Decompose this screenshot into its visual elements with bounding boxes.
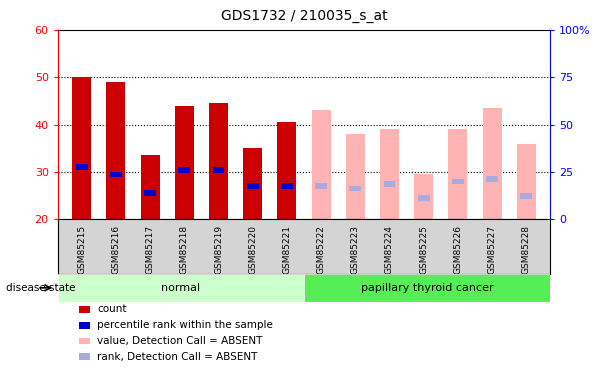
Bar bbox=[346, 134, 365, 219]
Bar bbox=[110, 171, 122, 177]
Bar bbox=[520, 193, 532, 198]
Bar bbox=[418, 195, 430, 201]
Bar bbox=[72, 77, 91, 219]
Bar bbox=[140, 156, 159, 219]
Bar bbox=[312, 111, 331, 219]
Text: count: count bbox=[97, 304, 127, 314]
Bar bbox=[247, 183, 258, 189]
Text: value, Detection Call = ABSENT: value, Detection Call = ABSENT bbox=[97, 336, 263, 346]
Text: GSM85219: GSM85219 bbox=[214, 225, 223, 274]
Text: GSM85226: GSM85226 bbox=[454, 225, 463, 274]
Text: GSM85217: GSM85217 bbox=[145, 225, 154, 274]
Bar bbox=[106, 82, 125, 219]
Text: papillary thyroid cancer: papillary thyroid cancer bbox=[361, 283, 494, 293]
Bar bbox=[277, 122, 296, 219]
Bar bbox=[209, 104, 228, 219]
Text: GSM85221: GSM85221 bbox=[282, 225, 291, 274]
Bar bbox=[452, 178, 464, 184]
Text: GSM85220: GSM85220 bbox=[248, 225, 257, 274]
Bar bbox=[486, 176, 498, 182]
Bar bbox=[483, 108, 502, 219]
Bar bbox=[281, 183, 293, 189]
Bar bbox=[178, 167, 190, 172]
Bar bbox=[76, 165, 88, 170]
Text: GSM85227: GSM85227 bbox=[488, 225, 497, 274]
Text: disease state: disease state bbox=[6, 283, 75, 293]
Bar bbox=[414, 174, 433, 219]
Bar bbox=[213, 167, 224, 172]
Text: GSM85225: GSM85225 bbox=[419, 225, 428, 274]
Bar bbox=[350, 186, 361, 192]
Text: rank, Detection Call = ABSENT: rank, Detection Call = ABSENT bbox=[97, 352, 258, 362]
Bar bbox=[449, 129, 468, 219]
Bar bbox=[243, 148, 262, 219]
Text: GSM85224: GSM85224 bbox=[385, 225, 394, 274]
Text: GSM85218: GSM85218 bbox=[180, 225, 189, 274]
Bar bbox=[175, 106, 194, 219]
Text: normal: normal bbox=[161, 283, 201, 293]
Bar bbox=[304, 274, 550, 302]
Text: GSM85228: GSM85228 bbox=[522, 225, 531, 274]
Text: GSM85223: GSM85223 bbox=[351, 225, 360, 274]
Text: GSM85216: GSM85216 bbox=[111, 225, 120, 274]
Text: GSM85222: GSM85222 bbox=[317, 225, 326, 274]
Bar bbox=[315, 183, 327, 189]
Bar bbox=[517, 144, 536, 219]
Text: percentile rank within the sample: percentile rank within the sample bbox=[97, 320, 273, 330]
Bar bbox=[380, 129, 399, 219]
Text: GDS1732 / 210035_s_at: GDS1732 / 210035_s_at bbox=[221, 9, 387, 23]
Text: GSM85215: GSM85215 bbox=[77, 225, 86, 274]
Bar bbox=[144, 190, 156, 196]
Bar bbox=[384, 181, 395, 187]
Bar bbox=[58, 274, 304, 302]
